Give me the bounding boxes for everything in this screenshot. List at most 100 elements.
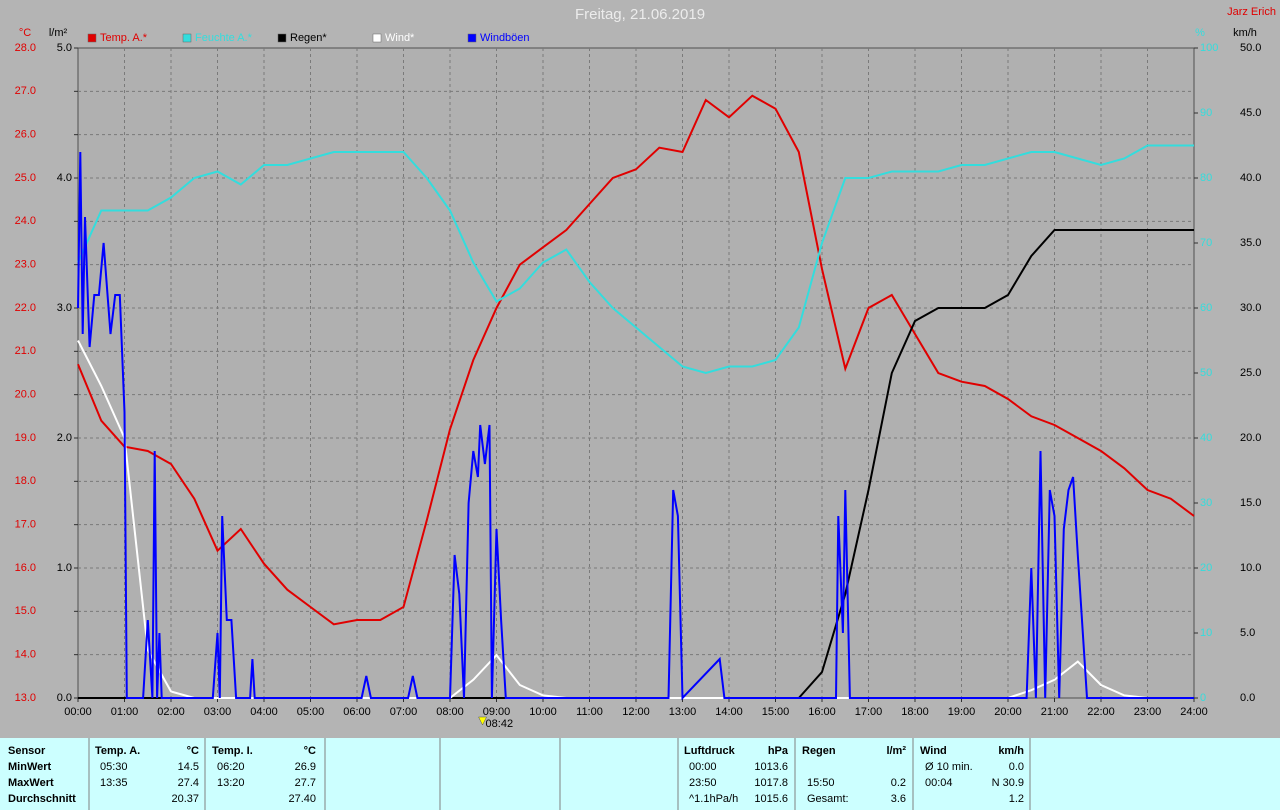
column-unit: °C <box>187 745 199 757</box>
cell-time: 00:00 <box>689 761 717 773</box>
x-tick-label: 23:00 <box>1134 706 1162 718</box>
summary-table: Sensor MinWert MaxWert Durchschnitt Temp. A.… <box>8 745 1024 805</box>
y-tick-label: 50.0 <box>1240 42 1261 54</box>
y-tick-label: 20 <box>1200 562 1212 574</box>
y-tick-label: 60 <box>1200 302 1212 314</box>
x-tick-label: 02:00 <box>157 706 185 718</box>
row-label: MaxWert <box>8 777 54 789</box>
x-tick-label: 15:00 <box>762 706 790 718</box>
cell-value: 27.4 <box>178 777 199 789</box>
y-tick-label: 5.0 <box>1240 627 1255 639</box>
series-line <box>77 151 1194 701</box>
cell-time: 00:04 <box>925 777 953 789</box>
axis-unit: l/m² <box>49 27 68 39</box>
y-tick-label: 15.0 <box>15 605 36 617</box>
x-tick-label: 17:00 <box>855 706 883 718</box>
legend-label: Windböen <box>480 32 530 44</box>
row-label: Durchschnitt <box>8 793 76 805</box>
y-tick-label: 30.0 <box>1240 302 1261 314</box>
x-tick-label: 00:00 <box>64 706 92 718</box>
y-tick-label: 23.0 <box>15 259 36 271</box>
y-tick-label: 30 <box>1200 497 1212 509</box>
cell-value: 1013.6 <box>754 761 788 773</box>
y-tick-label: 100 <box>1200 42 1218 54</box>
table-background <box>0 738 1280 810</box>
cell-value: 26.9 <box>295 761 316 773</box>
cell-value: 27.40 <box>288 793 316 805</box>
x-tick-label: 16:00 <box>808 706 836 718</box>
cell-value: N 30.9 <box>992 777 1024 789</box>
row-label: MinWert <box>8 761 52 773</box>
legend-swatch <box>467 33 477 43</box>
cell-value: 20.37 <box>171 793 199 805</box>
x-tick-label: 08:00 <box>436 706 464 718</box>
y-tick-label: 28.0 <box>15 42 36 54</box>
column-header: Wind <box>920 745 947 757</box>
x-tick-label: 24:00 <box>1180 706 1208 718</box>
y-tick-label: 5.0 <box>57 42 72 54</box>
chart-title: Freitag, 21.06.2019 <box>575 6 705 23</box>
y-tick-label: 2.0 <box>57 432 72 444</box>
y-tick-label: 90 <box>1200 107 1212 119</box>
y-tick-label: 1.0 <box>57 562 72 574</box>
cell-value: 1017.8 <box>754 777 788 789</box>
legend-label: Feuchte A.* <box>195 32 253 44</box>
legend-swatch <box>372 33 382 43</box>
row-label: Sensor <box>8 745 46 757</box>
y-tick-label: 40 <box>1200 432 1212 444</box>
column-header: Luftdruck <box>684 745 736 757</box>
column-unit: °C <box>304 745 316 757</box>
table-separators <box>88 738 1031 810</box>
cell-time: 06:20 <box>217 761 245 773</box>
x-tick-label: 10:00 <box>529 706 557 718</box>
author: Jarz Erich <box>1227 6 1276 18</box>
y-tick-label: 15.0 <box>1240 497 1261 509</box>
legend-label: Temp. A.* <box>100 32 148 44</box>
x-tick-label: 20:00 <box>994 706 1022 718</box>
cell-value: 3.6 <box>891 793 906 805</box>
legend-swatch <box>182 33 192 43</box>
legend-swatch <box>277 33 287 43</box>
axis-unit: °C <box>19 27 31 39</box>
y-tick-label: 35.0 <box>1240 237 1261 249</box>
x-tick-label: 22:00 <box>1087 706 1115 718</box>
column-unit: km/h <box>998 745 1024 757</box>
cell-value: 1.2 <box>1009 793 1024 805</box>
y-tick-label: 0.0 <box>57 692 72 704</box>
y-tick-label: 80 <box>1200 172 1212 184</box>
series-line <box>77 94 1195 626</box>
series-line <box>77 144 1194 375</box>
legend-swatch <box>87 33 97 43</box>
y-tick-label: 10.0 <box>1240 562 1261 574</box>
x-tick-label: 07:00 <box>390 706 418 718</box>
y-tick-label: 19.0 <box>15 432 36 444</box>
y-tick-label: 27.0 <box>15 85 36 97</box>
x-tick-label: 12:00 <box>622 706 650 718</box>
y-tick-label: 20.0 <box>1240 432 1261 444</box>
x-tick-label: 13:00 <box>669 706 697 718</box>
cell-time: 13:20 <box>217 777 245 789</box>
column-header: Temp. A. <box>95 745 140 757</box>
y-tick-label: 14.0 <box>15 649 36 661</box>
y-tick-label: 50 <box>1200 367 1212 379</box>
x-tick-label: 05:00 <box>297 706 325 718</box>
y-tick-label: 26.0 <box>15 129 36 141</box>
cell-time: 15:50 <box>807 777 835 789</box>
y-tick-label: 0 <box>1200 692 1206 704</box>
y-tick-label: 40.0 <box>1240 172 1261 184</box>
cell-time: Ø 10 min. <box>925 761 973 773</box>
x-tick-label: 03:00 <box>204 706 232 718</box>
annotation-label: 08:42 <box>486 718 514 730</box>
y-tick-label: 13.0 <box>15 692 36 704</box>
cell-value: 27.7 <box>295 777 316 789</box>
legend-label: Regen* <box>290 32 327 44</box>
x-tick-label: 04:00 <box>250 706 278 718</box>
cell-time: 23:50 <box>689 777 717 789</box>
axis-unit: km/h <box>1233 27 1257 39</box>
cell-value: 0.0 <box>1009 761 1024 773</box>
column-header: Temp. I. <box>212 745 253 757</box>
column-header: Regen <box>802 745 836 757</box>
y-tick-label: 17.0 <box>15 519 36 531</box>
x-tick-label: 21:00 <box>1041 706 1069 718</box>
y-tick-label: 0.0 <box>1240 692 1255 704</box>
